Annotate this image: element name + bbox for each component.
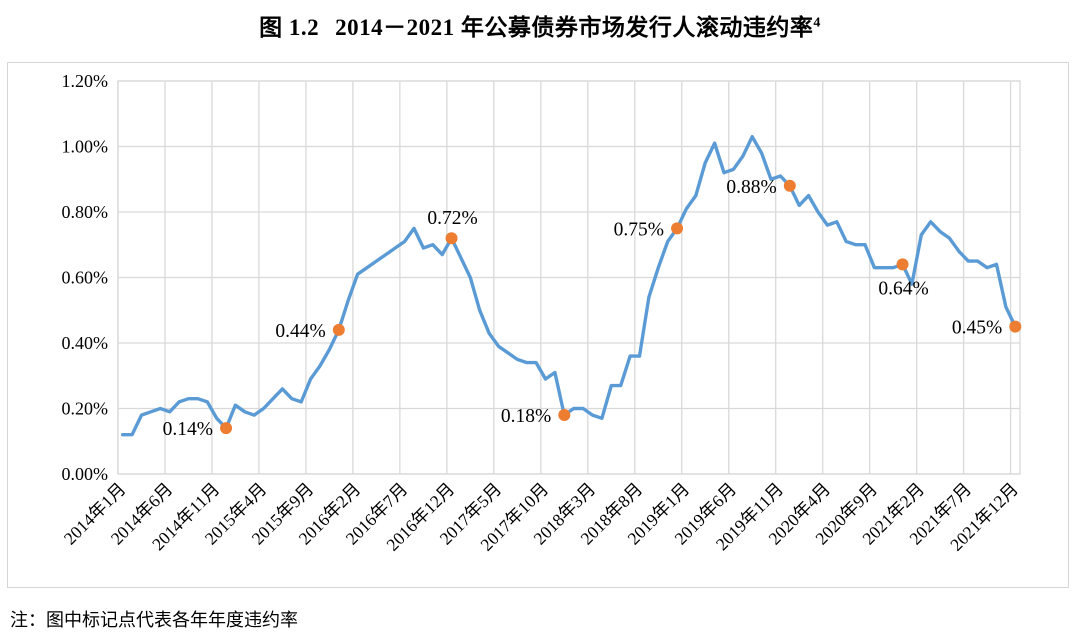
year-end-marker (896, 258, 909, 271)
year-end-marker (445, 232, 458, 245)
chart-area: 0.00% 0.20% 0.40% 0.60% 0.80% 1.00% 1.20% 2014年… (7, 62, 1069, 588)
data-point-label: 0.44% (275, 321, 325, 342)
rolling-default-rate-line-chart: 0.00%0.20%0.40%0.60%0.80%1.00%1.20%2014年… (60, 71, 1022, 555)
data-point-label: 0.75% (614, 219, 664, 240)
chart-title-footnote-marker: 4 (813, 15, 821, 31)
y-axis-tick-label: 1.00% (62, 137, 109, 157)
year-end-marker (671, 222, 684, 235)
data-point-label: 0.72% (427, 208, 477, 229)
data-point-label: 0.14% (163, 419, 213, 440)
year-end-marker (332, 323, 345, 336)
y-axis-tick-label: 0.00% (62, 464, 109, 484)
year-end-marker (1009, 320, 1022, 333)
data-point-label: 0.45% (952, 318, 1002, 339)
y-axis-tick-label: 1.20% (62, 71, 109, 91)
y-axis-tick-label: 0.20% (62, 399, 109, 419)
data-point-label: 0.88% (726, 177, 776, 198)
chart-note: 注：图中标记点代表各年年度违约率 (10, 610, 298, 630)
y-axis-tick-label: 0.60% (62, 268, 109, 288)
data-point-label: 0.64% (878, 278, 928, 299)
year-end-marker (783, 179, 796, 192)
chart-title: 图 1.2 2014－2021 年公募债券市场发行人滚动违约率4 (0, 8, 1080, 42)
chart-title-text: 2014－2021 年公募债券市场发行人滚动违约率 (335, 15, 814, 40)
y-axis-tick-label: 0.80% (62, 202, 109, 222)
year-end-marker (220, 422, 233, 435)
data-point-label: 0.18% (501, 406, 551, 427)
plot-border (117, 80, 1021, 475)
chart-title-number: 图 1.2 (259, 15, 320, 40)
y-axis-tick-label: 0.40% (62, 333, 109, 353)
year-end-marker (558, 409, 571, 422)
